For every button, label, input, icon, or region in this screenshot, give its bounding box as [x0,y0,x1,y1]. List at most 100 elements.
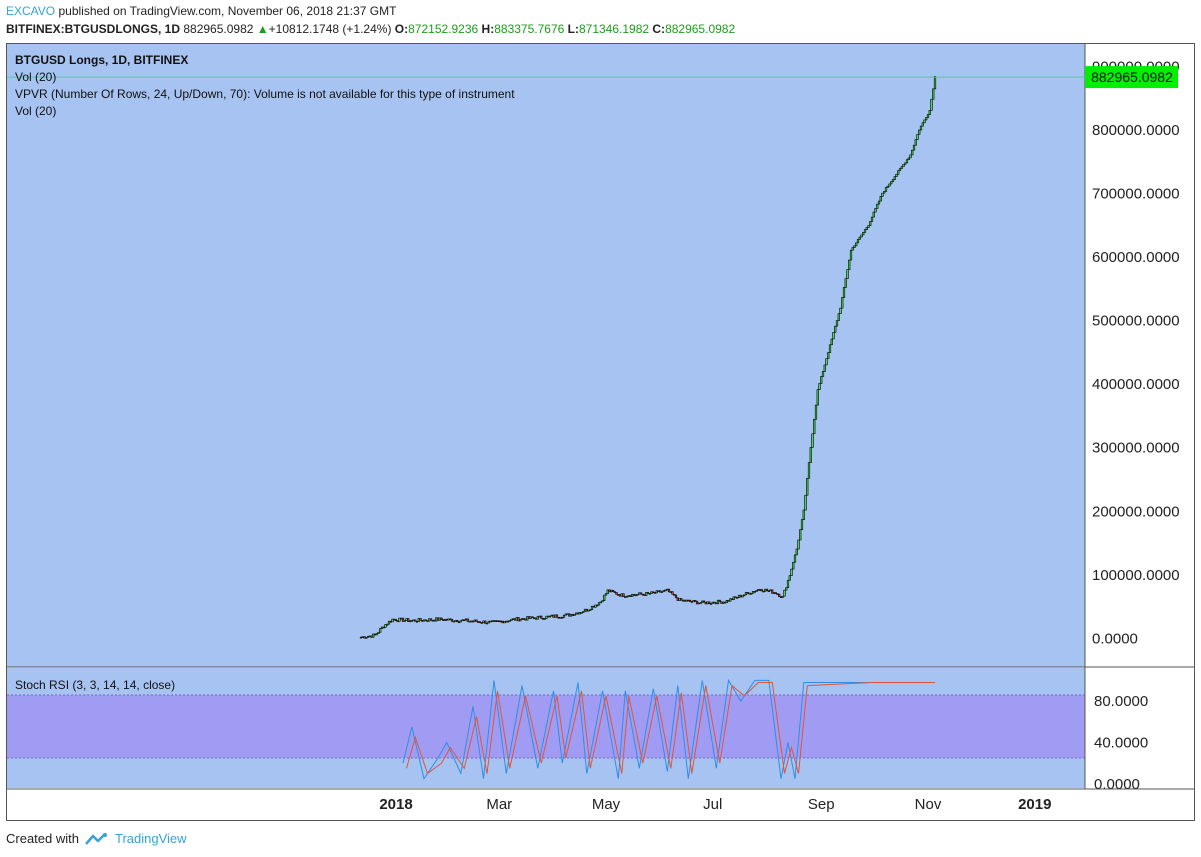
candle-up [848,259,851,270]
candle-up [645,592,648,596]
candle-up [904,162,907,165]
candle-up [919,125,923,131]
candle-up [660,591,664,593]
candle-up [818,383,821,390]
tradingview-link[interactable]: TradingView [114,831,187,846]
candle-up [858,236,861,240]
candle-up [800,519,804,530]
candle-down [615,592,618,595]
candle-up [851,247,854,251]
legend-stoch-rsi[interactable]: Stoch RSI (3, 3, 14, 14, close) [15,678,176,692]
close-label: C: [652,22,666,36]
price-tick-label: 200000.0000 [1092,503,1180,520]
publish-header: EXCAVO published on TradingView.com, Nov… [6,4,396,18]
candle-up [842,287,846,298]
candle-up [921,122,924,127]
legend-vpvr[interactable]: VPVR (Number Of Rows, 24, Up/Down, 70): … [15,87,515,101]
candle-up [786,579,790,589]
stoch-tick-label: 80.0000 [1094,693,1148,710]
price-tick-label: 800000.0000 [1092,122,1180,139]
candle-up [783,589,786,597]
candle-up [820,376,823,384]
candle-up [872,211,875,218]
candle-up [828,344,832,353]
candle-down [771,589,774,594]
candle-up [806,477,809,496]
candle-up [932,88,935,100]
time-axis[interactable]: 2018 Mar May Jul Sep Nov 2019 [379,796,1051,813]
candle-up [543,618,546,620]
candle-up [732,596,735,601]
candle-up [604,593,608,596]
candle-up [387,620,391,625]
candle-down [394,619,398,622]
footer: Created with TradingView [6,831,187,846]
candle-down [419,618,422,621]
candle-up [391,618,394,623]
candle-up [797,539,800,550]
candle-up [788,575,791,581]
candle-up [860,234,863,238]
candle-up [865,227,868,230]
candle-down [484,620,487,624]
candle-down [718,599,721,603]
candle-up [855,242,858,247]
time-tick-label: Sep [808,796,835,813]
candle-up [874,208,877,213]
candle-down [778,593,781,597]
candle-up [384,624,387,628]
candle-up [781,595,784,598]
up-arrow-icon: ▲ [256,22,269,36]
candle-up [893,176,896,180]
stoch-lines-group [402,678,935,780]
candle-down [767,590,770,592]
author-link[interactable]: EXCAVO [6,4,56,18]
last-price: 882965.0982 [183,22,254,36]
candle-up [814,404,818,420]
price-tick-label: 300000.0000 [1092,440,1180,457]
candle-up [918,129,921,135]
candle-up [895,173,898,177]
open-label: O: [394,22,409,36]
time-tick-label: 2019 [1018,796,1051,813]
candle-down [401,617,405,622]
candle-up [821,371,825,377]
candle-up [809,447,812,463]
candle-down [646,592,650,594]
legend-vol-2[interactable]: Vol (20) [15,104,57,118]
stoch-tick-label: 40.0000 [1094,734,1148,751]
candle-up [377,631,380,634]
candle-down [736,597,739,599]
candle-up [601,600,604,603]
price-tick-label: 400000.0000 [1092,376,1180,393]
candle-up [897,170,900,175]
candle-down [622,593,625,597]
price-tick-label: 600000.0000 [1092,249,1180,266]
price-tick-label: 700000.0000 [1092,185,1180,202]
candle-up [909,154,912,159]
candle-up [902,164,905,167]
candle-up [699,602,702,605]
high-label: H: [481,22,495,36]
candle-up [485,622,489,625]
legend-title[interactable]: BTGUSD Longs, 1D, BITFINEX [15,53,189,67]
legend-vol-1[interactable]: Vol (20) [15,70,57,84]
candle-down [466,618,469,622]
candle-down [555,614,559,618]
stoch-k-line [402,678,935,780]
symbol-label: BITFINEX:BTGUSDLONGS, 1D [6,22,181,36]
candle-up [802,509,805,520]
candle-down [561,616,564,619]
candle-up [386,623,389,626]
chart-frame [6,43,1195,821]
price-pane-bg [7,44,1085,667]
candle-up [881,192,884,197]
price-tag: 882965.0982 [1091,69,1173,85]
candle-down [688,599,692,602]
candle-up [741,595,744,598]
time-tick-label: 2018 [379,796,412,813]
candle-up [573,613,576,616]
candle-up [834,325,837,333]
candle-down [450,618,454,622]
